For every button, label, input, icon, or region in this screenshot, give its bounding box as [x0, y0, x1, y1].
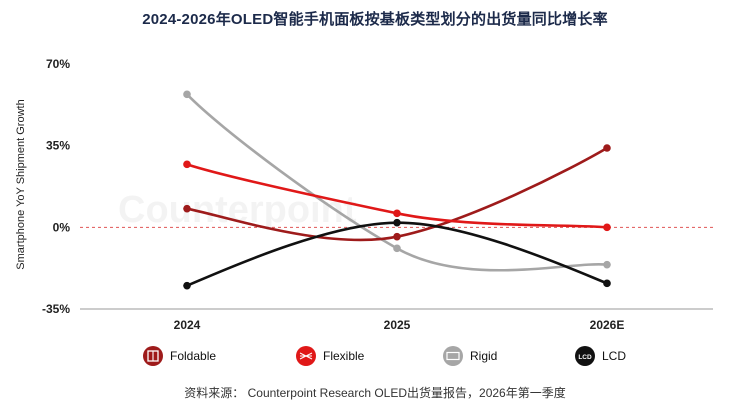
data-point-foldable — [183, 204, 191, 213]
data-point-lcd — [183, 281, 191, 290]
data-point-rigid — [183, 90, 191, 99]
legend-item-flexible: Flexible — [296, 346, 365, 366]
x-tick-label: 2025 — [384, 318, 411, 332]
y-tick-label: 0% — [53, 220, 71, 234]
legend-item-rigid: Rigid — [443, 346, 497, 366]
legend-label-foldable: Foldable — [170, 349, 216, 363]
lcd-icon — [575, 346, 595, 366]
data-point-rigid — [603, 260, 611, 269]
y-axis-label: Smartphone YoY Shipment Growth — [15, 99, 27, 269]
legend-label-rigid: Rigid — [470, 349, 497, 363]
series-lcd — [183, 218, 611, 290]
series-rigid — [183, 90, 611, 272]
legend: Foldable Flexible Rigid LCD LCD — [143, 346, 626, 366]
series-foldable — [183, 144, 611, 242]
rigid-glyph — [446, 351, 460, 361]
series-flexible — [183, 160, 611, 232]
legend-label-flexible: Flexible — [323, 349, 365, 363]
legend-item-lcd: LCD LCD — [575, 346, 626, 366]
y-tick-label: -35% — [42, 302, 70, 316]
chart-title: 2024-2026年OLED智能手机面板按基板类型划分的出货量同比增长率 — [142, 11, 608, 28]
watermark-text: Counterpoint — [118, 189, 357, 231]
y-tick-label: 70% — [46, 57, 70, 71]
series-line-lcd — [185, 221, 609, 287]
data-point-lcd — [603, 279, 611, 288]
data-point-flexible — [393, 209, 401, 218]
x-tick-label: 2026E — [590, 318, 625, 332]
y-tick-label: 35% — [46, 139, 70, 153]
rigid-panel-icon — [443, 346, 463, 366]
data-point-foldable — [393, 232, 401, 241]
flexible-glyph — [299, 352, 313, 360]
data-point-foldable — [603, 144, 611, 152]
x-tick-label: 2024 — [174, 318, 201, 332]
data-point-rigid — [393, 244, 401, 253]
lcd-icon-label: LCD — [578, 354, 592, 361]
data-point-flexible — [603, 223, 611, 232]
legend-label-lcd: LCD — [602, 349, 626, 363]
source-note: 资料来源： Counterpoint Research OLED出货量报告，20… — [184, 386, 566, 400]
legend-item-foldable: Foldable — [143, 346, 216, 366]
data-point-flexible — [183, 160, 191, 169]
plot-area: 70% 35% 0% -35% 2024 2025 2026E Smartphone YoY … — [15, 57, 713, 332]
data-point-lcd — [393, 218, 401, 227]
